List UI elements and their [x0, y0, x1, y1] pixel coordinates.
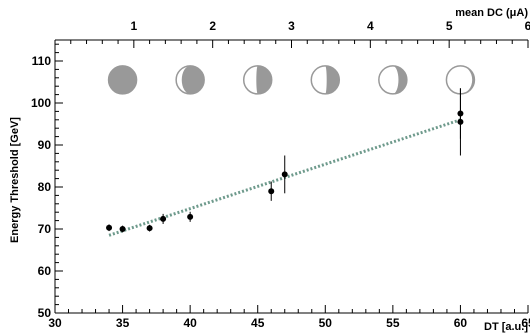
- point-marker: [457, 110, 464, 117]
- point-marker: [281, 171, 288, 178]
- x-tick-label: 30: [48, 316, 62, 330]
- point-marker: [160, 215, 167, 222]
- ticks: 30354045505560655060708090100110123456: [31, 19, 530, 330]
- moon-phase-icon: [242, 65, 273, 95]
- y-tick-label: 100: [31, 96, 51, 110]
- moon-lit-area: [460, 65, 475, 94]
- top-tick-label: 6: [525, 19, 530, 33]
- x-tick-label: 60: [454, 316, 468, 330]
- top-tick-label: 1: [130, 19, 137, 33]
- x-tick-label: 55: [386, 316, 400, 330]
- x-tick-label: 50: [319, 316, 333, 330]
- y-axis-title: Energy Threshold [GeV]: [9, 117, 21, 243]
- data-point: [457, 88, 464, 139]
- top-axis-title: mean DC (μA): [455, 7, 528, 19]
- moon-lit-area: [392, 65, 407, 94]
- moon-phase-icon: [445, 65, 476, 95]
- top-tick-label: 4: [367, 19, 374, 33]
- data-point: [268, 181, 275, 201]
- top-tick-label: 2: [209, 19, 216, 33]
- y-tick-label: 110: [32, 54, 52, 68]
- y-tick-label: 80: [38, 180, 52, 194]
- x-tick-label: 35: [116, 316, 130, 330]
- point-marker: [106, 224, 113, 231]
- data-points: [106, 88, 464, 233]
- data-point: [106, 224, 113, 232]
- y-tick-label: 60: [38, 264, 52, 278]
- data-point: [281, 155, 288, 194]
- data-point: [160, 213, 167, 224]
- x-tick-label: 65: [521, 316, 530, 330]
- moon-phase-icon: [310, 65, 341, 95]
- moon-lit-area: [181, 65, 205, 94]
- point-marker: [119, 226, 126, 232]
- data-point: [146, 224, 153, 232]
- point-marker: [146, 225, 153, 232]
- y-tick-label: 70: [38, 222, 52, 236]
- y-tick-label: 90: [38, 138, 52, 152]
- moon-lit-area: [108, 65, 137, 94]
- moon-lit-area: [256, 65, 272, 94]
- data-point: [187, 211, 194, 222]
- x-tick-label: 40: [183, 316, 197, 330]
- moon-phases: [107, 65, 476, 95]
- moon-phase-icon: [378, 65, 408, 95]
- top-tick-label: 5: [446, 19, 453, 33]
- x-tick-label: 45: [251, 316, 265, 330]
- moon-phase-icon: [107, 65, 138, 95]
- x-axis-title: DT [a.u.]: [484, 321, 528, 333]
- point-marker: [187, 213, 194, 220]
- moon-lit-area: [325, 65, 340, 94]
- point-marker: [268, 188, 275, 195]
- top-tick-label: 3: [288, 19, 295, 33]
- data-point: [119, 225, 126, 233]
- moon-phase-icon: [175, 65, 205, 95]
- y-tick-label: 50: [38, 306, 52, 320]
